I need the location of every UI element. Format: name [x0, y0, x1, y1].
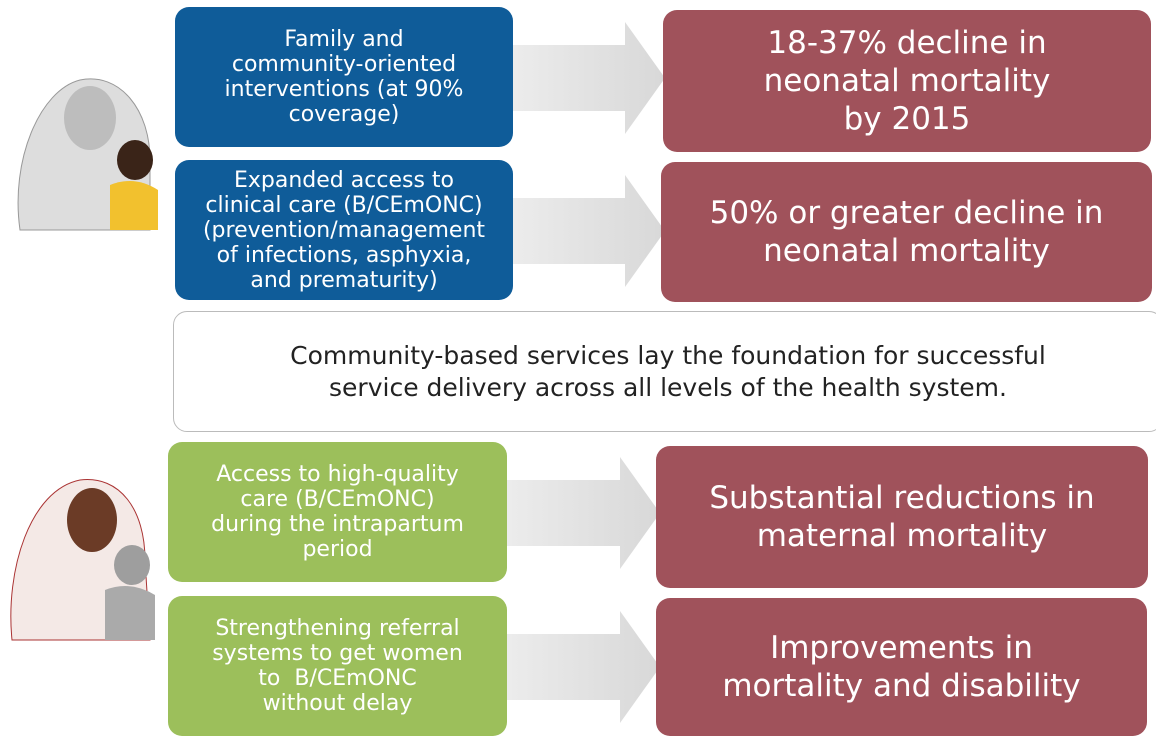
outcome-box: 50% or greater decline in neonatal mortal…	[661, 162, 1152, 302]
text-line: (prevention/management	[202, 217, 486, 243]
text-line: community-oriented	[231, 52, 457, 77]
text-line: Strengthening referral	[215, 616, 460, 641]
text-line: mortality and disability	[722, 668, 1081, 704]
text-line: Improvements in	[770, 630, 1033, 666]
text-line: Access to high-quality	[216, 462, 459, 487]
text-line: neonatal mortality	[763, 233, 1050, 269]
statement-box: Community-based services lay the foundat…	[173, 311, 1156, 432]
outcome-box: 18-37% decline in neonatal mortality by 20…	[663, 10, 1151, 152]
intervention-box: Strengthening referral systems to get wom…	[168, 596, 507, 736]
text-line: care (B/CEmONC)	[240, 487, 435, 512]
outcome-box: Substantial reductions in maternal mortal…	[656, 446, 1148, 588]
text-line: neonatal mortality	[763, 63, 1051, 99]
text-line: clinical care (B/CEmONC)	[205, 192, 483, 218]
text-line: maternal mortality	[756, 518, 1048, 554]
text-line: without delay	[262, 691, 413, 716]
intervention-box: Expanded access to clinical care (B/CEmON…	[175, 160, 513, 300]
text-line: of infections, asphyxia,	[216, 242, 472, 268]
text-line: 18-37% decline in	[767, 25, 1047, 61]
text-line: coverage)	[288, 102, 400, 127]
intervention-box: Access to high-quality care (B/CEmONC) dur…	[168, 442, 507, 582]
outcome-box: Improvements in mortality and disability	[656, 598, 1147, 736]
text-line: and prematurity)	[250, 267, 438, 293]
illustration-bottom	[10, 479, 155, 641]
text-line: during the intrapartum	[211, 512, 464, 537]
text-line: Family and	[284, 27, 404, 52]
intervention-box: Family and community-oriented intervention…	[175, 7, 513, 147]
illustration-top	[17, 78, 158, 231]
text-line: 50% or greater decline in	[709, 195, 1104, 231]
arrows	[507, 22, 665, 723]
text-line: period	[302, 537, 373, 562]
text-line: Community-based services lay the foundat…	[290, 340, 1046, 370]
text-line: to B/CEmONC	[258, 666, 417, 691]
text-line: systems to get women	[212, 641, 463, 666]
text-line: service delivery across all levels of th…	[329, 372, 1007, 402]
text-line: Substantial reductions in	[709, 480, 1095, 516]
text-line: by 2015	[843, 101, 971, 137]
text-line: Expanded access to	[234, 167, 454, 193]
text-line: interventions (at 90%	[224, 77, 464, 102]
